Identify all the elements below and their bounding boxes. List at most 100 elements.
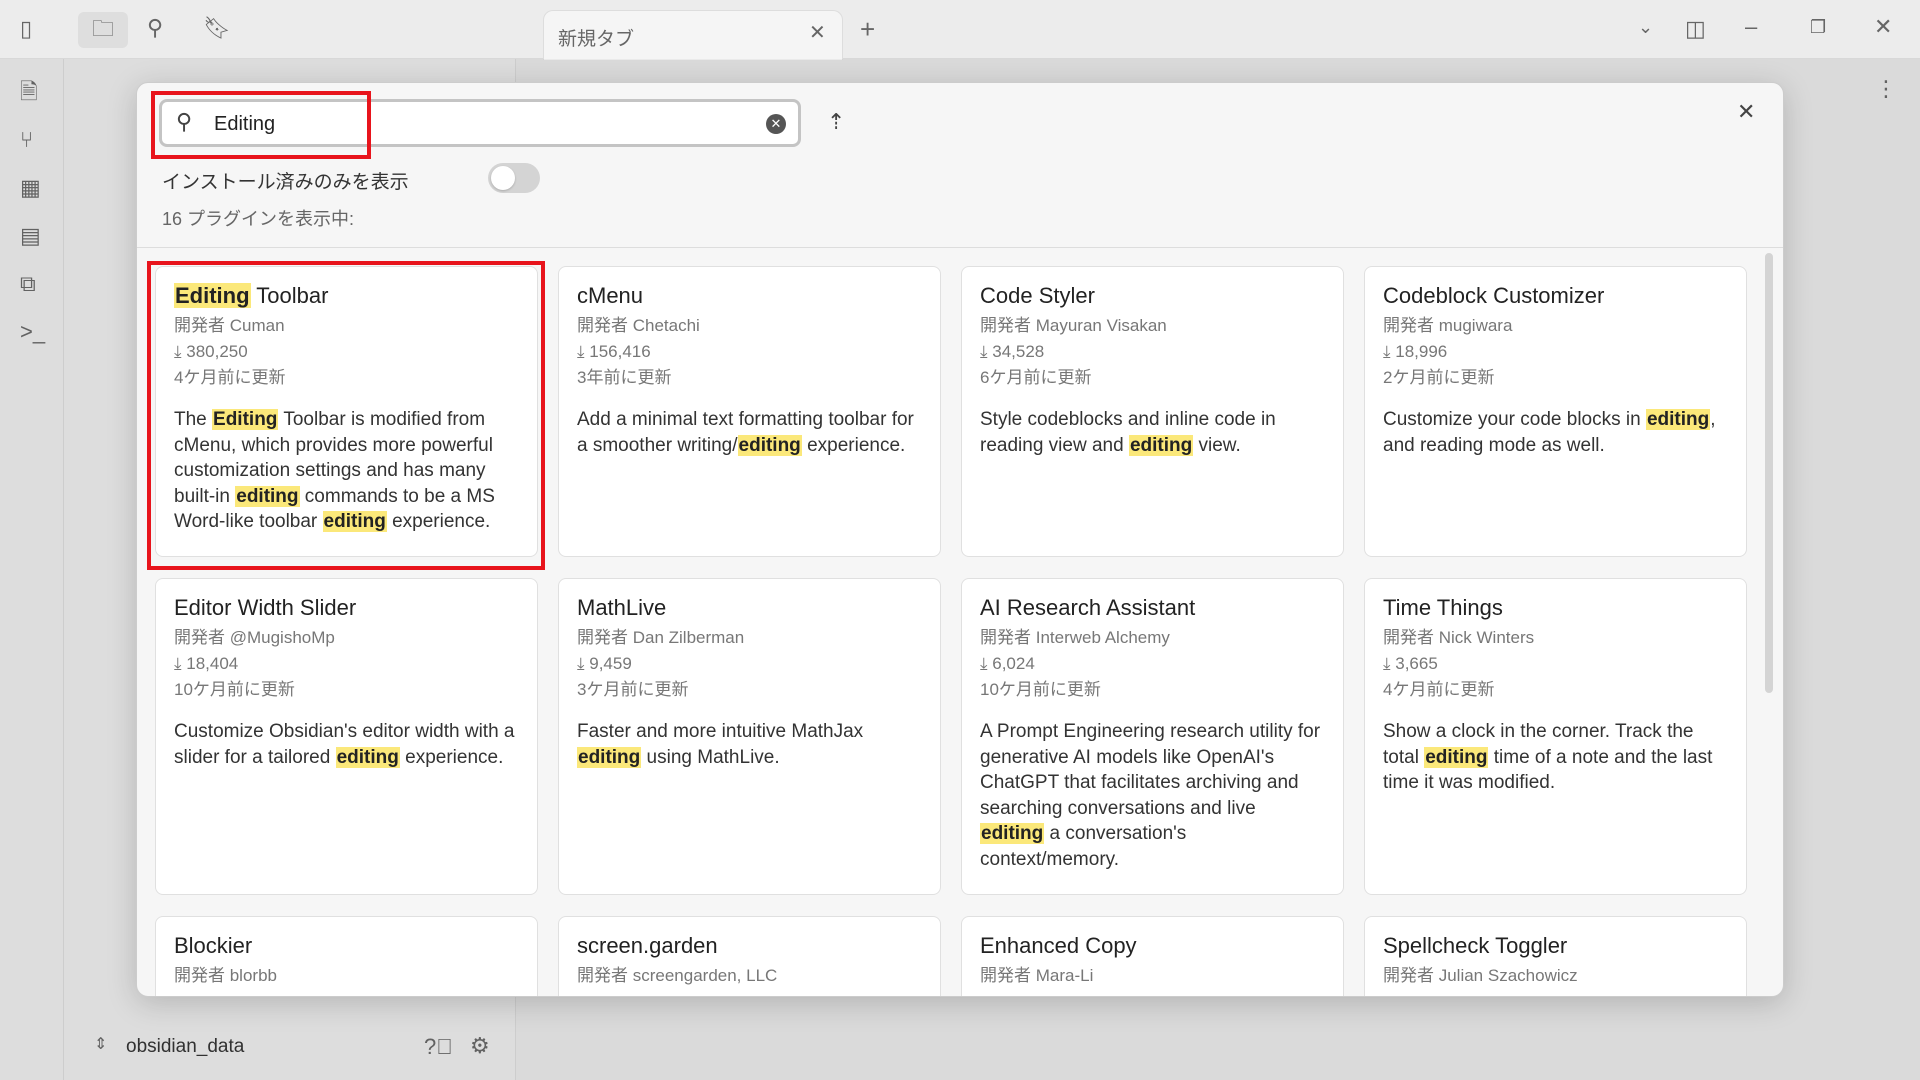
plugin-author: 開発者 @MugishoMp [174,628,335,647]
plugin-name: Editing Toolbar [174,283,329,308]
clear-search-icon[interactable]: ✕ [766,114,786,134]
download-count: 3,665 [1395,654,1438,673]
plugin-name: Codeblock Customizer [1383,283,1605,308]
installed-only-toggle[interactable] [488,163,540,193]
open-file-icon[interactable]: 🗎 [20,79,38,104]
search-match: editing [1128,434,1194,456]
plugin-card[interactable]: Codeblock Customizer 開発者 mugiwara ⤓ 18,99… [1364,266,1747,557]
chevron-down-icon[interactable]: ⌄ [1638,17,1654,37]
plugin-downloads: ⤓ 18,996 [1383,339,1728,365]
plugin-updated: 3ケ月前に更新 [577,680,689,699]
title-bar: ▯ 🗀 ⚲ 🔖︎ 新規タブ ✕ + ⌄ ◫ – ❐ ✕ [0,0,1920,60]
search-match: editing [737,434,802,456]
plugin-updated: 2ケ月前に更新 [1383,368,1495,387]
right-sidebar-icon[interactable]: ◫ [1685,16,1706,41]
plugin-search-input[interactable] [214,110,734,138]
plugin-card[interactable]: Blockier 開発者 blorbb [155,916,538,996]
plugin-updated: 10ケ月前に更新 [174,680,295,699]
plugin-updated: 4ケ月前に更新 [174,368,286,387]
plugin-name: AI Research Assistant [980,595,1196,620]
help-icon[interactable]: ?⃝ [424,1034,453,1059]
plugin-card[interactable]: screen.garden 開発者 screengarden, LLC [558,916,941,996]
plugin-description: Style codeblocks and inline code in read… [980,409,1276,456]
search-match: Editing [174,283,251,308]
plugin-author: 開発者 Interweb Alchemy [980,628,1170,647]
search-icon[interactable]: ⚲ [147,15,164,40]
plugin-updated: 3年前に更新 [577,368,672,387]
templates-icon[interactable]: ⧉ [20,271,36,296]
plugin-author: 開発者 mugiwara [1383,316,1513,335]
plugin-description: Customize Obsidian's editor width with a… [174,721,515,768]
new-tab-icon[interactable]: + [860,14,876,44]
plugin-name: Code Styler [980,283,1095,308]
plugin-description: Add a minimal text formatting toolbar fo… [577,409,914,456]
tab-new[interactable]: 新規タブ ✕ [543,10,843,60]
download-count: 156,416 [589,342,651,361]
plugin-card[interactable]: cMenu 開発者 Chetachi ⤓ 156,416 3年前に更新 Add a… [558,266,941,557]
plugin-author: 開発者 Mara-Li [980,966,1094,985]
vault-switch-icon[interactable]: ⇕ [94,1036,108,1053]
plugin-card[interactable]: Code Styler 開発者 Mayuran Visakan ⤓ 34,528 … [961,266,1344,557]
search-match: editing [322,511,387,532]
plugin-description: Customize your code blocks in editing, a… [1383,409,1716,456]
plugin-downloads: ⤓ 34,528 [980,339,1325,365]
plugin-author: 開発者 blorbb [174,966,277,985]
plugin-card[interactable]: Enhanced Copy 開発者 Mara-Li [961,916,1344,996]
close-tab-icon[interactable]: ✕ [809,22,826,44]
plugin-card[interactable]: AI Research Assistant 開発者 Interweb Alche… [961,578,1344,895]
plugin-updated: 10ケ月前に更新 [980,680,1101,699]
plugin-author: 開発者 Dan Zilberman [577,628,745,647]
plugin-downloads: ⤓ 6,024 [980,651,1325,677]
download-icon: ⤓ [174,342,182,361]
plugin-name: Spellcheck Toggler [1383,933,1568,958]
sidebar-toggle-icon[interactable]: ▯ [20,16,33,41]
plugin-count: 16 プラグインを表示中: [162,209,355,229]
download-count: 6,024 [992,654,1035,673]
divider [137,247,1783,248]
close-window-icon[interactable]: ✕ [1874,14,1893,39]
download-icon: ⤓ [980,342,988,361]
installed-only-label: インストール済みのみを表示 [162,172,409,193]
search-match: Editing [212,409,279,430]
plugin-grid: Editing Toolbar 開発者 Cuman ⤓ 380,250 4ケ月前に… [155,266,1755,996]
plugin-name: Time Things [1383,595,1503,620]
settings-gear-icon[interactable]: ⚙ [470,1033,490,1058]
download-icon: ⤓ [980,654,988,673]
plugin-card[interactable]: Time Things 開発者 Nick Winters ⤓ 3,665 4ケ月前… [1364,578,1747,895]
plugin-card[interactable]: MathLive 開発者 Dan Zilberman ⤓ 9,459 3ケ月前に更… [558,578,941,895]
search-match: editing [1424,746,1489,768]
graph-icon[interactable]: ⑂ [20,127,34,152]
plugin-downloads: ⤓ 3,665 [1383,651,1728,677]
scrollbar[interactable] [1765,253,1773,693]
plugin-author: 開発者 Chetachi [577,316,700,335]
more-options-icon[interactable]: ⋮ [1875,76,1897,101]
plugin-card[interactable]: Editor Width Slider 開発者 @MugishoMp ⤓ 18,4… [155,578,538,895]
ribbon: 🗎 ⑂ ▦ ▤ ⧉ >_ [0,59,64,1080]
bookmark-icon[interactable]: 🔖︎ [203,15,231,40]
canvas-icon[interactable]: ▦ [20,175,41,200]
plugin-downloads: ⤓ 156,416 [577,339,922,365]
sort-icon[interactable]: ⇡ [827,109,846,134]
plugin-search-field[interactable]: ⚲ ✕ [159,99,801,147]
plugin-downloads: ⤓ 380,250 [174,339,519,365]
plugin-description: Faster and more intuitive MathJax editin… [577,721,864,768]
plugin-description: The Editing Toolbar is modified from cMe… [174,409,495,532]
search-match: editing [235,485,300,507]
close-modal-icon[interactable]: ✕ [1737,99,1756,124]
download-count: 9,459 [589,654,632,673]
plugin-description: A Prompt Engineering research utility fo… [980,721,1321,870]
plugin-card[interactable]: Editing Toolbar 開発者 Cuman ⤓ 380,250 4ケ月前に… [155,266,538,557]
calendar-icon[interactable]: ▤ [20,223,41,248]
plugin-downloads: ⤓ 18,404 [174,651,519,677]
plugin-card[interactable]: Spellcheck Toggler 開発者 Julian Szachowicz [1364,916,1747,996]
restore-icon[interactable]: ❐ [1810,17,1827,37]
file-explorer-icon[interactable]: 🗀 [78,12,128,48]
plugin-name: Blockier [174,933,253,958]
plugin-downloads: ⤓ 9,459 [577,651,922,677]
vault-name[interactable]: obsidian_data [126,1036,245,1057]
terminal-icon[interactable]: >_ [20,319,46,344]
plugin-updated: 6ケ月前に更新 [980,368,1092,387]
search-icon: ⚲ [176,109,193,134]
minimize-icon[interactable]: – [1745,14,1758,39]
plugin-name: MathLive [577,595,667,620]
